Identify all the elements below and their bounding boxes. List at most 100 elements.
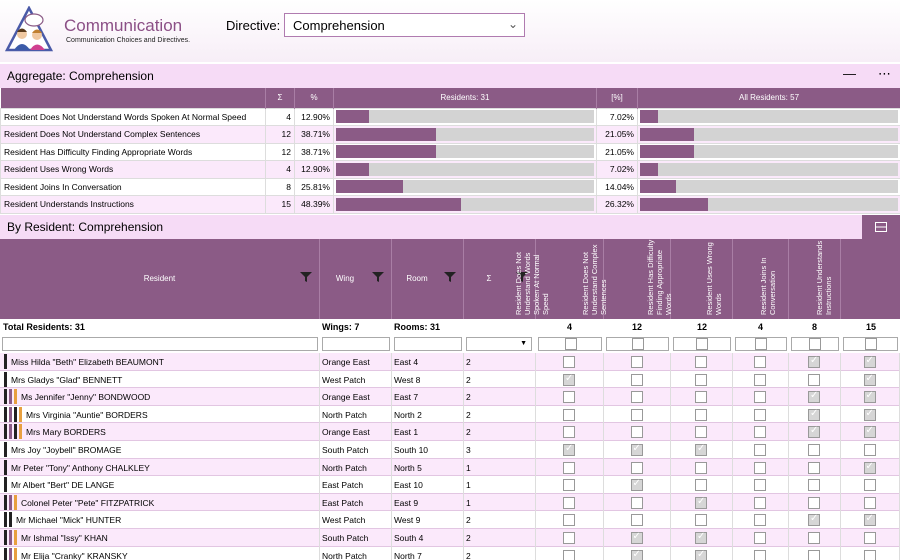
column-header-wing[interactable]: Wing bbox=[320, 239, 392, 319]
row-checkbox[interactable] bbox=[563, 373, 575, 386]
row-checkbox[interactable] bbox=[630, 373, 643, 386]
row-checkbox[interactable] bbox=[808, 444, 820, 456]
row-checkbox[interactable] bbox=[808, 532, 820, 544]
resident-filter-input[interactable] bbox=[2, 337, 318, 351]
row-checkbox[interactable] bbox=[630, 549, 643, 560]
row-checkbox[interactable] bbox=[754, 373, 766, 386]
row-checkbox[interactable] bbox=[863, 513, 876, 527]
c2-filter-checkbox[interactable] bbox=[632, 338, 644, 350]
filter-icon[interactable] bbox=[516, 271, 528, 283]
sum-filter-select[interactable]: ▼ bbox=[466, 337, 532, 351]
c1-filter-checkbox[interactable] bbox=[565, 338, 577, 350]
table-row[interactable]: Mrs Gladys "Glad" BENNETT West Patch West … bbox=[0, 370, 900, 389]
c1-filter[interactable] bbox=[538, 337, 602, 351]
row-checkbox[interactable] bbox=[695, 549, 707, 560]
column-header-c2[interactable]: Resident Does Not Understand Complex Sen… bbox=[581, 239, 671, 319]
row-checkbox[interactable] bbox=[754, 549, 766, 560]
row-checkbox[interactable] bbox=[563, 408, 575, 421]
row-checkbox[interactable] bbox=[630, 478, 643, 492]
row-checkbox[interactable] bbox=[563, 426, 575, 439]
table-row[interactable]: Ms Jennifer "Jenny" BONDWOOD Orange East E… bbox=[0, 388, 900, 406]
row-checkbox[interactable] bbox=[754, 391, 766, 404]
row-checkbox[interactable] bbox=[563, 479, 575, 492]
row-checkbox[interactable] bbox=[563, 356, 575, 368]
table-row[interactable]: Mrs Virginia "Auntie" BORDERS North Patch… bbox=[0, 405, 900, 424]
c5-filter[interactable] bbox=[791, 337, 839, 351]
filter-icon[interactable] bbox=[372, 271, 384, 283]
row-checkbox[interactable] bbox=[630, 408, 643, 421]
row-checkbox[interactable] bbox=[695, 531, 707, 544]
row-checkbox[interactable] bbox=[808, 390, 820, 404]
directive-select[interactable]: Comprehension ⌄ bbox=[284, 13, 525, 37]
table-row[interactable]: Mr Michael "Mick" HUNTER West Patch West 9… bbox=[0, 511, 900, 529]
room-filter-input[interactable] bbox=[394, 337, 462, 351]
row-checkbox[interactable] bbox=[863, 479, 876, 492]
filter-icon[interactable] bbox=[444, 271, 456, 283]
row-checkbox[interactable] bbox=[630, 496, 643, 509]
row-checkbox[interactable] bbox=[808, 408, 820, 421]
row-checkbox[interactable] bbox=[630, 356, 643, 368]
row-checkbox[interactable] bbox=[863, 355, 876, 368]
row-checkbox[interactable] bbox=[754, 408, 766, 421]
c3-filter-checkbox[interactable] bbox=[696, 338, 708, 350]
row-checkbox[interactable] bbox=[808, 355, 820, 368]
c6-filter-checkbox[interactable] bbox=[865, 338, 877, 350]
panel-toggle-button[interactable] bbox=[862, 215, 900, 239]
c5-filter-checkbox[interactable] bbox=[809, 338, 821, 350]
row-checkbox[interactable] bbox=[563, 549, 575, 560]
c2-filter[interactable] bbox=[606, 337, 669, 351]
row-checkbox[interactable] bbox=[563, 391, 575, 404]
row-checkbox[interactable] bbox=[808, 496, 820, 509]
row-checkbox[interactable] bbox=[695, 426, 707, 439]
row-checkbox[interactable] bbox=[754, 444, 766, 456]
more-options-icon[interactable]: ⋯ bbox=[878, 66, 892, 81]
row-checkbox[interactable] bbox=[563, 461, 575, 474]
column-header-c6[interactable]: Resident Understands Instructions bbox=[815, 239, 900, 319]
row-checkbox[interactable] bbox=[754, 479, 766, 492]
row-checkbox[interactable] bbox=[754, 514, 766, 527]
table-row[interactable]: Mr Albert "Bert" DE LANGE East Patch East … bbox=[0, 476, 900, 494]
row-checkbox[interactable] bbox=[863, 444, 876, 456]
row-checkbox[interactable] bbox=[563, 496, 575, 509]
row-checkbox[interactable] bbox=[863, 373, 876, 386]
minimize-icon[interactable]: — bbox=[843, 66, 856, 81]
c6-filter[interactable] bbox=[843, 337, 898, 351]
row-checkbox[interactable] bbox=[808, 461, 820, 474]
table-row[interactable]: Colonel Peter "Pete" FITZPATRICK East Pat… bbox=[0, 493, 900, 512]
column-header-room[interactable]: Room bbox=[392, 239, 464, 319]
column-header-c4[interactable]: Resident Uses Wrong Words bbox=[705, 239, 789, 319]
row-checkbox[interactable] bbox=[863, 408, 876, 421]
table-row[interactable]: Mrs Joy "Joybell" BROMAGE South Patch Sout… bbox=[0, 441, 900, 459]
row-checkbox[interactable] bbox=[808, 549, 820, 560]
column-header-c1[interactable]: Resident Does Not Understand Words Spoke… bbox=[514, 239, 604, 319]
row-checkbox[interactable] bbox=[630, 443, 643, 456]
c4-filter-checkbox[interactable] bbox=[755, 338, 767, 350]
row-checkbox[interactable] bbox=[695, 373, 707, 386]
row-checkbox[interactable] bbox=[808, 513, 820, 527]
wing-filter-input[interactable] bbox=[322, 337, 390, 351]
row-checkbox[interactable] bbox=[630, 514, 643, 527]
row-checkbox[interactable] bbox=[808, 425, 820, 439]
row-checkbox[interactable] bbox=[630, 391, 643, 404]
filter-icon[interactable] bbox=[300, 271, 312, 283]
c3-filter[interactable] bbox=[673, 337, 731, 351]
row-checkbox[interactable] bbox=[563, 532, 575, 544]
row-checkbox[interactable] bbox=[695, 461, 707, 474]
row-checkbox[interactable] bbox=[695, 479, 707, 492]
row-checkbox[interactable] bbox=[754, 461, 766, 474]
row-checkbox[interactable] bbox=[630, 426, 643, 439]
row-checkbox[interactable] bbox=[563, 443, 575, 456]
table-row[interactable]: Mr Elija "Cranky" KRANSKY North Patch Nort… bbox=[0, 546, 900, 560]
table-row[interactable]: Miss Hilda "Beth" Elizabeth BEAUMONT Oran… bbox=[0, 353, 900, 371]
row-checkbox[interactable] bbox=[863, 496, 876, 509]
row-checkbox[interactable] bbox=[863, 425, 876, 439]
column-header-resident[interactable]: Resident bbox=[0, 239, 320, 319]
column-header-sum[interactable]: Σ bbox=[464, 239, 536, 319]
table-row[interactable]: Mr Peter "Tony" Anthony CHALKLEY North Pa… bbox=[0, 458, 900, 477]
row-checkbox[interactable] bbox=[863, 549, 876, 560]
row-checkbox[interactable] bbox=[630, 531, 643, 544]
row-checkbox[interactable] bbox=[754, 532, 766, 544]
row-checkbox[interactable] bbox=[695, 391, 707, 404]
